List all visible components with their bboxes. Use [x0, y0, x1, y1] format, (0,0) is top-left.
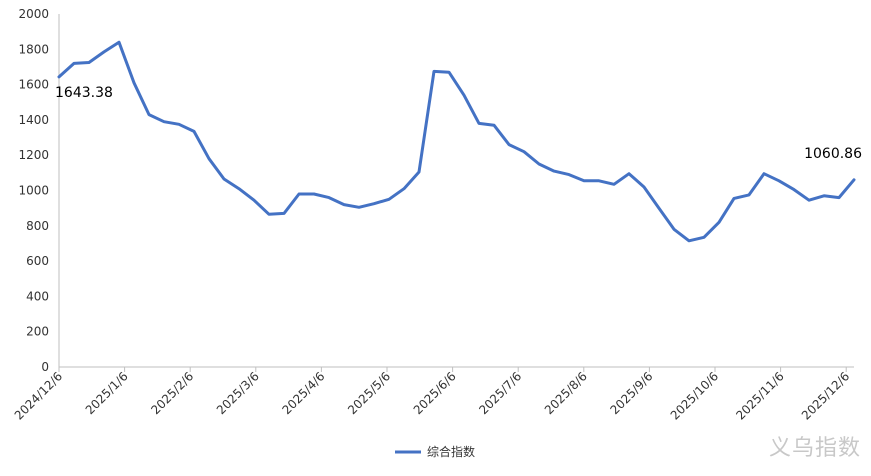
x-tick-label: 2025/3/6 [214, 369, 262, 417]
data-label: 1060.86 [804, 146, 862, 162]
x-tick-label: 2025/12/6 [799, 369, 852, 422]
y-tick-label: 600 [26, 254, 49, 268]
y-tick-label: 1400 [18, 113, 49, 127]
x-tick-label: 2025/11/6 [733, 369, 786, 422]
x-tick-label: 2025/2/6 [148, 369, 196, 417]
series-layer [57, 40, 856, 243]
x-tick-label: 2024/12/6 [12, 369, 65, 422]
legend: 综合指数 [395, 444, 475, 459]
y-tick-label: 2000 [18, 7, 49, 21]
y-tick-label: 1600 [18, 78, 49, 92]
y-tick-label: 0 [41, 360, 49, 374]
y-axis: 0 200 400 600 800 1000 1200 1400 1600 1800 2000 [18, 7, 60, 374]
x-tick-label: 2025/1/6 [83, 369, 131, 417]
y-tick-label: 800 [26, 219, 49, 233]
y-tick-label: 200 [26, 325, 49, 339]
y-tick-label: 400 [26, 289, 49, 303]
annotation-layer: 1643.38 1060.86 [55, 85, 862, 162]
x-tick-label: 2025/8/6 [542, 369, 590, 417]
x-tick-label: 2025/10/6 [668, 369, 721, 422]
x-tick-label: 2025/6/6 [411, 369, 459, 417]
x-tick-label: 2025/7/6 [476, 369, 524, 417]
y-tick-label: 1800 [18, 42, 49, 56]
watermark-logo: 义乌指数 [768, 436, 861, 461]
x-tick-label: 2025/5/6 [345, 369, 393, 417]
series-line [57, 40, 856, 243]
x-tick-label: 2025/4/6 [280, 369, 328, 417]
data-label: 1643.38 [55, 85, 113, 101]
legend-label: 综合指数 [427, 444, 475, 459]
y-tick-label: 1200 [18, 148, 49, 162]
x-axis: 2024/12/6 2025/1/6 2025/2/6 2025/3/6 2025/4/… [12, 366, 854, 423]
x-tick-label: 2025/9/6 [608, 369, 656, 417]
y-tick-label: 1000 [18, 184, 49, 198]
